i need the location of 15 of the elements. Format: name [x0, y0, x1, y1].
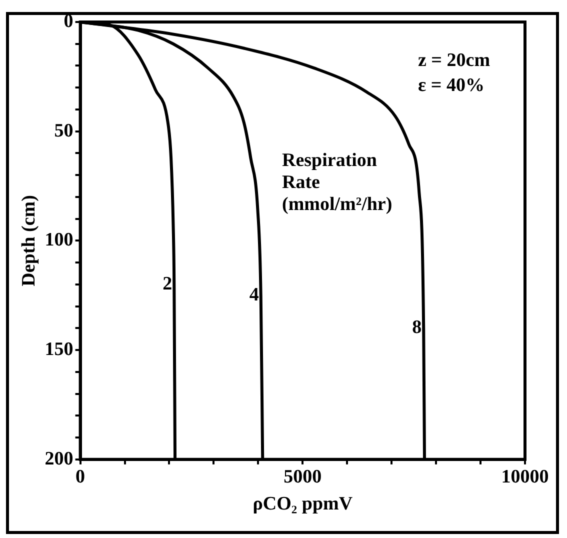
annotation: Respiration Rate (mmol/m²/hr) [282, 150, 394, 216]
annotation: z = 20cm [418, 50, 492, 72]
series-label: 2 [162, 273, 172, 294]
series-label: 4 [249, 284, 260, 306]
x-axis-title: ρCO₂ ppmV [252, 494, 353, 515]
y-tick-label: 0 [64, 10, 74, 32]
series-label: 8 [412, 317, 422, 338]
y-axis-title: Depth (cm) [18, 195, 40, 286]
y-tick-label: 100 [44, 230, 74, 251]
x-tick-label: 10000 [501, 466, 549, 488]
y-tick-label: 200 [44, 448, 74, 470]
annotation: ε = 40% [418, 75, 486, 97]
y-tick-label: 50 [54, 120, 74, 142]
x-tick-label: 5000 [284, 466, 322, 488]
y-tick-label: 150 [44, 338, 74, 360]
